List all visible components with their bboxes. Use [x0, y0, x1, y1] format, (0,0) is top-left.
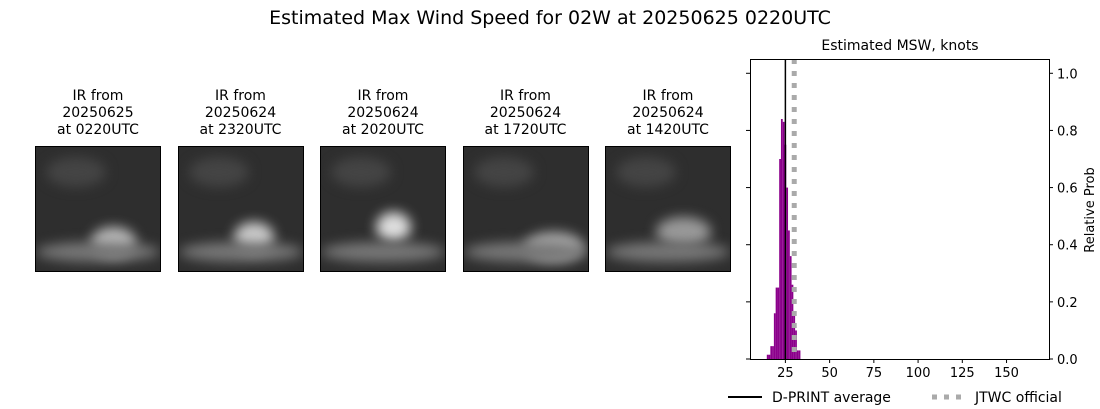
ir-panel: IR from 20250624 at 2020UTC — [320, 88, 446, 272]
legend-dprint-label: D-PRINT average — [772, 390, 891, 406]
x-tick-label: 75 — [866, 366, 883, 381]
histogram-bar — [773, 313, 776, 359]
y-tick-label: 1.0 — [1057, 67, 1078, 82]
ir-panel-caption: IR from 20250624 at 2020UTC — [342, 88, 424, 138]
chart-title: Estimated MSW, knots — [821, 38, 978, 54]
histogram-bar — [780, 119, 783, 359]
histogram-bar — [796, 350, 799, 359]
x-tick-label: 150 — [994, 366, 1019, 381]
histogram-bar — [789, 256, 792, 359]
histogram-bar — [788, 230, 790, 359]
histogram-bar — [775, 287, 778, 359]
legend-jtwc-label: JTWC official — [974, 390, 1062, 406]
histogram-bar — [795, 330, 797, 359]
histogram-bar — [768, 354, 771, 359]
ir-panel-caption: IR from 20250624 at 1420UTC — [627, 88, 709, 138]
x-tick-label: 25 — [777, 366, 794, 381]
y-tick-label: 0.8 — [1057, 124, 1078, 139]
plot-frame — [750, 59, 1050, 360]
histogram-bar — [798, 350, 801, 359]
y-tick-label: 0.4 — [1057, 239, 1078, 254]
ir-panel: IR from 20250624 at 2320UTC — [177, 88, 304, 272]
x-tick-label: 50 — [821, 366, 838, 381]
ir-satellite-image — [177, 146, 304, 272]
ir-panel: IR from 20250624 at 1420UTC — [605, 88, 731, 272]
ir-panel: IR from 20250625 at 0220UTC — [35, 88, 161, 272]
ir-satellite-image — [320, 146, 446, 272]
histogram-bar — [782, 121, 785, 359]
histogram-bar — [770, 346, 773, 359]
ir-satellite-image — [605, 146, 731, 272]
y-tick-label: 0.2 — [1057, 296, 1078, 311]
histogram-bar — [779, 159, 781, 359]
histogram-bar — [777, 287, 780, 359]
ir-panel-caption: IR from 20250624 at 2320UTC — [199, 88, 282, 138]
ir-satellite-image — [35, 146, 161, 272]
ir-panel-caption: IR from 20250624 at 1720UTC — [484, 88, 567, 138]
ir-panel: IR from 20250624 at 1720UTC — [462, 88, 589, 272]
legend: D-PRINT average JTWC official — [728, 390, 1062, 406]
histogram-bar — [766, 354, 769, 359]
ir-satellite-image — [462, 146, 589, 272]
y-tick-label: 0.6 — [1057, 182, 1078, 197]
x-tick-label: 125 — [950, 366, 975, 381]
y-axis-label: Relative Prob — [1083, 167, 1098, 252]
x-tick-label: 100 — [906, 366, 931, 381]
histogram-bar — [786, 187, 789, 359]
histogram-bar — [772, 346, 774, 359]
ir-panel-caption: IR from 20250625 at 0220UTC — [57, 88, 139, 138]
y-tick-label: 0.0 — [1057, 353, 1078, 368]
histogram-bar — [791, 284, 794, 359]
figure-title: Estimated Max Wind Speed for 02W at 2025… — [269, 7, 831, 29]
